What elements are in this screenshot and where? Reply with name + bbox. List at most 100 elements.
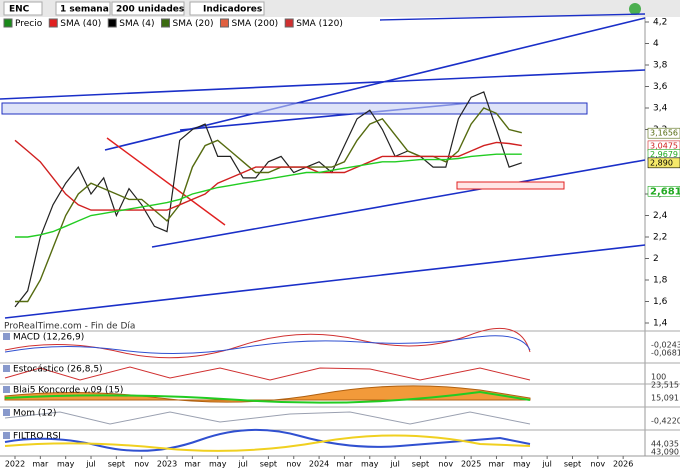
- legend-swatch[interactable]: [48, 18, 58, 28]
- support-zone: [456, 181, 565, 190]
- x-tick-label: nov: [590, 460, 605, 469]
- x-tick-label: jul: [237, 460, 248, 469]
- legend-label: SMA (4): [119, 19, 154, 29]
- y-tick-label: 2: [653, 254, 659, 264]
- period-box[interactable]: [55, 1, 111, 16]
- panel-label: Estocástico (26,8,5): [13, 365, 103, 375]
- x-tick-label: may: [209, 460, 227, 469]
- x-tick-label: mar: [336, 460, 353, 469]
- rsi-line: [4, 428, 531, 452]
- panel-icon: [3, 365, 10, 372]
- x-tick-label: mar: [488, 460, 505, 469]
- panel-icon: [3, 409, 10, 416]
- period[interactable]: 1 semana: [60, 5, 109, 15]
- panel-value: -0,4220: [651, 417, 680, 426]
- x-tick-label: jul: [389, 460, 400, 469]
- price-line: [14, 91, 522, 308]
- y-tick-label: 1,4: [653, 319, 668, 329]
- x-tick-label: may: [361, 460, 379, 469]
- panel-value: 43,090: [651, 448, 679, 457]
- legend-label: SMA (120): [296, 19, 343, 29]
- sma-line: [15, 153, 522, 238]
- x-tick-label: mar: [184, 460, 201, 469]
- y-tick-label: 3,6: [653, 82, 668, 92]
- rsi-filter: [4, 434, 531, 452]
- panel-value: -0,0681: [651, 349, 680, 358]
- y-tick-label: 3,4: [653, 104, 668, 114]
- x-tick-label: mar: [32, 460, 49, 469]
- panel-value: 100: [651, 373, 666, 382]
- trend-line: [4, 244, 646, 319]
- panel-icon: [3, 432, 10, 439]
- trend-line: [0, 69, 646, 100]
- symbol-box[interactable]: [3, 1, 43, 16]
- x-tick-label: nov: [134, 460, 149, 469]
- watermark: ProRealTime.com - Fin de Día: [4, 322, 135, 332]
- trend-line: [151, 159, 646, 248]
- x-tick-label: jul: [541, 460, 552, 469]
- x-tick-label: nov: [286, 460, 301, 469]
- panel-label: MACD (12,26,9): [13, 333, 84, 343]
- panel-label: Blai5 Koncorde v.09 (15): [13, 386, 123, 396]
- panel-value: 23,515: [651, 381, 679, 390]
- price-label: 2,9679: [650, 150, 678, 159]
- x-tick-label: 2022: [5, 460, 25, 469]
- koncorde-green: [4, 390, 531, 404]
- legend-label: SMA (40): [60, 19, 101, 29]
- y-tick-label: 4: [653, 39, 659, 49]
- x-tick-label: jul: [85, 460, 96, 469]
- price-label-box: [647, 185, 680, 197]
- legend-swatch[interactable]: [284, 18, 294, 28]
- price-label: 2,681: [650, 186, 680, 197]
- panel-value: -0,0243: [651, 341, 680, 350]
- y-tick-label: 1,6: [653, 297, 668, 307]
- legend-label: SMA (20): [173, 19, 214, 29]
- x-tick-label: may: [513, 460, 531, 469]
- legend-label: Precio: [15, 19, 43, 29]
- panel-label: FILTRO RSI: [13, 432, 61, 442]
- x-tick-label: sept: [108, 460, 125, 469]
- legend-swatch[interactable]: [107, 18, 117, 28]
- y-tick-label: 3,8: [653, 61, 668, 71]
- legend-label: SMA (200): [231, 19, 278, 29]
- sma-line: [15, 107, 522, 303]
- price-label: 2,890: [650, 158, 673, 167]
- y-tick-label: 2,2: [653, 233, 667, 243]
- price-label-box: [647, 157, 680, 169]
- price-label: 3,0475: [650, 141, 678, 150]
- x-tick-label: 2025: [461, 460, 481, 469]
- trend-line: [379, 13, 646, 21]
- macd-line: [4, 328, 531, 359]
- x-tick-label: sept: [412, 460, 429, 469]
- units-box[interactable]: [111, 1, 185, 16]
- legend-swatch[interactable]: [161, 18, 170, 28]
- x-tick-label: 2023: [157, 460, 177, 469]
- x-tick-label: may: [57, 460, 75, 469]
- y-tick-label: 1,8: [653, 276, 668, 286]
- x-tick-label: nov: [438, 460, 453, 469]
- x-tick-label: sept: [564, 460, 581, 469]
- panel-value: 15,091: [651, 394, 679, 403]
- stochastic-line: [4, 366, 531, 381]
- price-label: 3,1656: [650, 129, 678, 138]
- units[interactable]: 200 unidades: [116, 5, 184, 15]
- panel-icon: [3, 386, 10, 393]
- trend-line-red: [106, 137, 226, 226]
- x-tick-label: 2026: [613, 460, 633, 469]
- legend-swatch[interactable]: [219, 18, 229, 28]
- legend-swatch[interactable]: [3, 18, 13, 28]
- status-icon[interactable]: [629, 3, 641, 15]
- resistance-zone: [1, 102, 588, 115]
- panel-value: 44,035: [651, 440, 679, 449]
- panel-label: Mom (12): [13, 409, 56, 419]
- macd-signal: [4, 335, 531, 355]
- y-tick-label: 2,4: [653, 211, 668, 221]
- indicators-box[interactable]: [189, 1, 265, 16]
- x-tick-label: 2024: [309, 460, 329, 469]
- indicators[interactable]: Indicadores: [203, 5, 262, 15]
- y-tick-label: 4,2: [653, 18, 667, 28]
- symbol[interactable]: ENC: [9, 5, 30, 15]
- sma-line: [14, 139, 522, 211]
- price-label-box: [647, 127, 680, 139]
